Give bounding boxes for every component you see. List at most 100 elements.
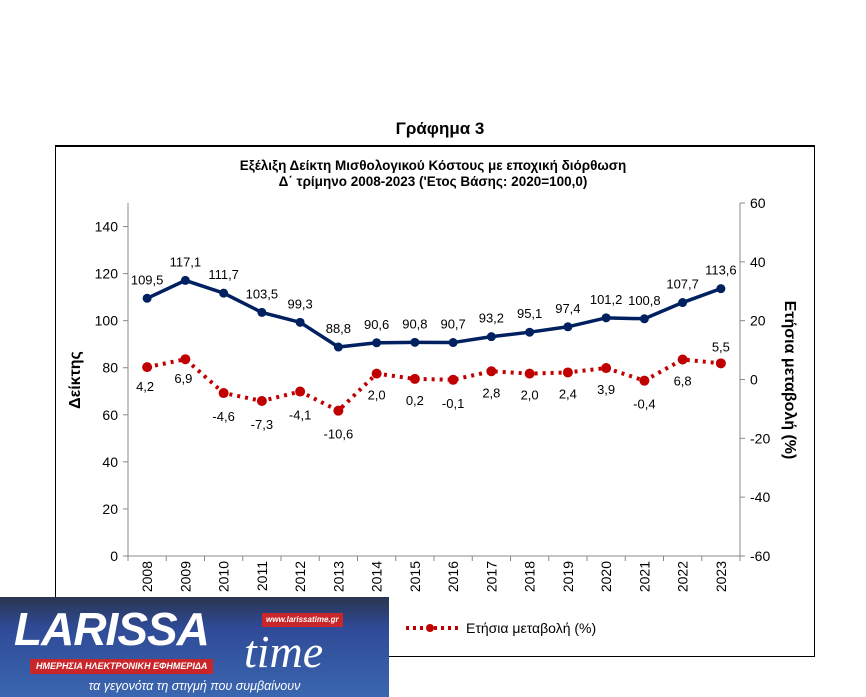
x-tick-label: 2022 [675,561,691,592]
index-line [146,278,722,349]
index-data-label: 97,4 [555,301,580,316]
y2-tick-label: 0 [750,372,758,388]
change-data-label: 6,9 [174,371,192,386]
index-point [180,275,190,285]
logo-time: time [244,626,324,677]
x-tick-label: 2010 [216,561,232,592]
change-point [218,388,229,399]
y-tick-label: 20 [102,501,118,517]
index-data-label: 100,8 [628,293,661,308]
change-point [371,368,382,379]
index-data-label: 109,5 [131,272,164,287]
figure-title-text: Γράφημα 3 [395,119,485,138]
index-point [601,313,611,323]
y2-tick-label: -60 [750,548,770,564]
index-point [448,338,458,348]
change-point [677,354,688,365]
index-data-label: 99,3 [287,296,312,311]
index-point [333,342,343,352]
change-point [601,363,612,374]
index-data-label: 88,8 [326,321,351,336]
x-tick-label: 2016 [445,561,461,592]
change-data-label: -7,3 [251,417,273,432]
change-point [524,368,535,379]
index-point [525,327,535,337]
x-tick-label: 2020 [598,561,614,592]
change-point [639,375,650,386]
change-line [146,357,722,414]
change-data-label: 6,8 [674,373,692,388]
index-point [716,284,726,294]
x-tick-label: 2018 [522,561,538,592]
x-tick-label: 2012 [292,561,308,592]
index-point [410,337,420,347]
y2-tick-label: -20 [750,430,770,446]
change-point [295,386,306,397]
x-tick-label: 2008 [139,561,155,592]
index-point [372,338,382,348]
index-data-label: 90,7 [440,317,465,332]
index-data-label: 107,7 [666,277,699,292]
x-tick-label: 2009 [177,561,193,592]
y-axis-label: Δείκτης [67,351,84,409]
x-tick-label: 2013 [330,561,346,592]
chart-title-line1: Εξέλιξη Δείκτη Μισθολογικού Κόστους με ε… [239,158,627,173]
index-data-label: 95,1 [517,306,542,321]
legend-marker-dotted [406,624,458,632]
x-tick-label: 2015 [407,561,423,592]
legend-label-change: Ετήσια μεταβολή (%) [466,620,597,636]
change-point [409,373,420,384]
y-tick-label: 0 [110,548,118,564]
index-data-label: 111,7 [208,267,239,282]
y-tick-label: 80 [102,360,118,376]
index-data-label: 90,8 [402,316,427,331]
chart-frame [55,145,815,657]
index-data-label: 90,6 [364,317,389,332]
y2-tick-label: 20 [750,313,766,329]
change-data-label: -4,1 [289,408,311,423]
y2-tick-label: 40 [750,254,766,270]
y2-axis-label: Ετήσια μεταβολή (%) [781,301,798,460]
index-point [486,332,496,342]
change-point [180,354,191,365]
change-data-label: 0,2 [406,393,424,408]
index-point [563,322,573,332]
figure-title: Γράφημα 3 [0,119,866,139]
x-tick-label: 2019 [560,561,576,592]
change-data-label: 2,0 [521,388,539,403]
change-point [142,362,153,373]
change-data-label: 5,5 [712,339,730,354]
index-point [639,314,649,324]
change-point [256,395,267,406]
change-point [448,374,459,385]
index-data-label: 113,6 [705,263,737,278]
index-data-label: 93,2 [479,311,504,326]
y-tick-label: 60 [102,407,118,423]
y-tick-label: 120 [95,266,119,282]
change-point [562,367,573,378]
change-data-label: 2,4 [559,386,577,401]
x-tick-label: 2011 [254,561,270,591]
change-data-label: -0,4 [633,397,655,412]
change-data-label: -0,1 [442,396,464,411]
y2-tick-label: 60 [750,195,766,211]
y2-tick-label: -40 [750,489,770,505]
change-point [715,358,726,369]
chart-title-line2: Δ΄ τρίμηνο 2008-2023 ('Ετος Βάσης: 2020=… [278,174,588,189]
change-point [486,366,497,377]
logo-tagline: ΗΜΕΡΗΣΙΑ ΗΛΕΚΤΡΟΝΙΚΗ ΕΦΗΜΕΡΙΔΑ [30,659,214,674]
larissatime-logo[interactable]: LARISSA www.larissatime.gr time ΗΜΕΡΗΣΙΑ… [0,597,389,697]
change-data-label: 4,2 [136,379,154,394]
change-data-label: 2,8 [482,385,500,400]
x-tick-label: 2021 [636,561,652,592]
y-tick-label: 140 [95,219,119,235]
y-tick-label: 40 [102,454,118,470]
x-tick-label: 2014 [369,561,385,592]
y-tick-label: 100 [95,313,119,329]
chart-title: Εξέλιξη Δείκτη Μισθολογικού Κόστους με ε… [0,158,866,190]
index-data-label: 103,5 [246,286,279,301]
index-point [295,317,305,327]
index-data-label: 101,2 [590,292,623,307]
index-data-label: 117,1 [170,254,202,269]
